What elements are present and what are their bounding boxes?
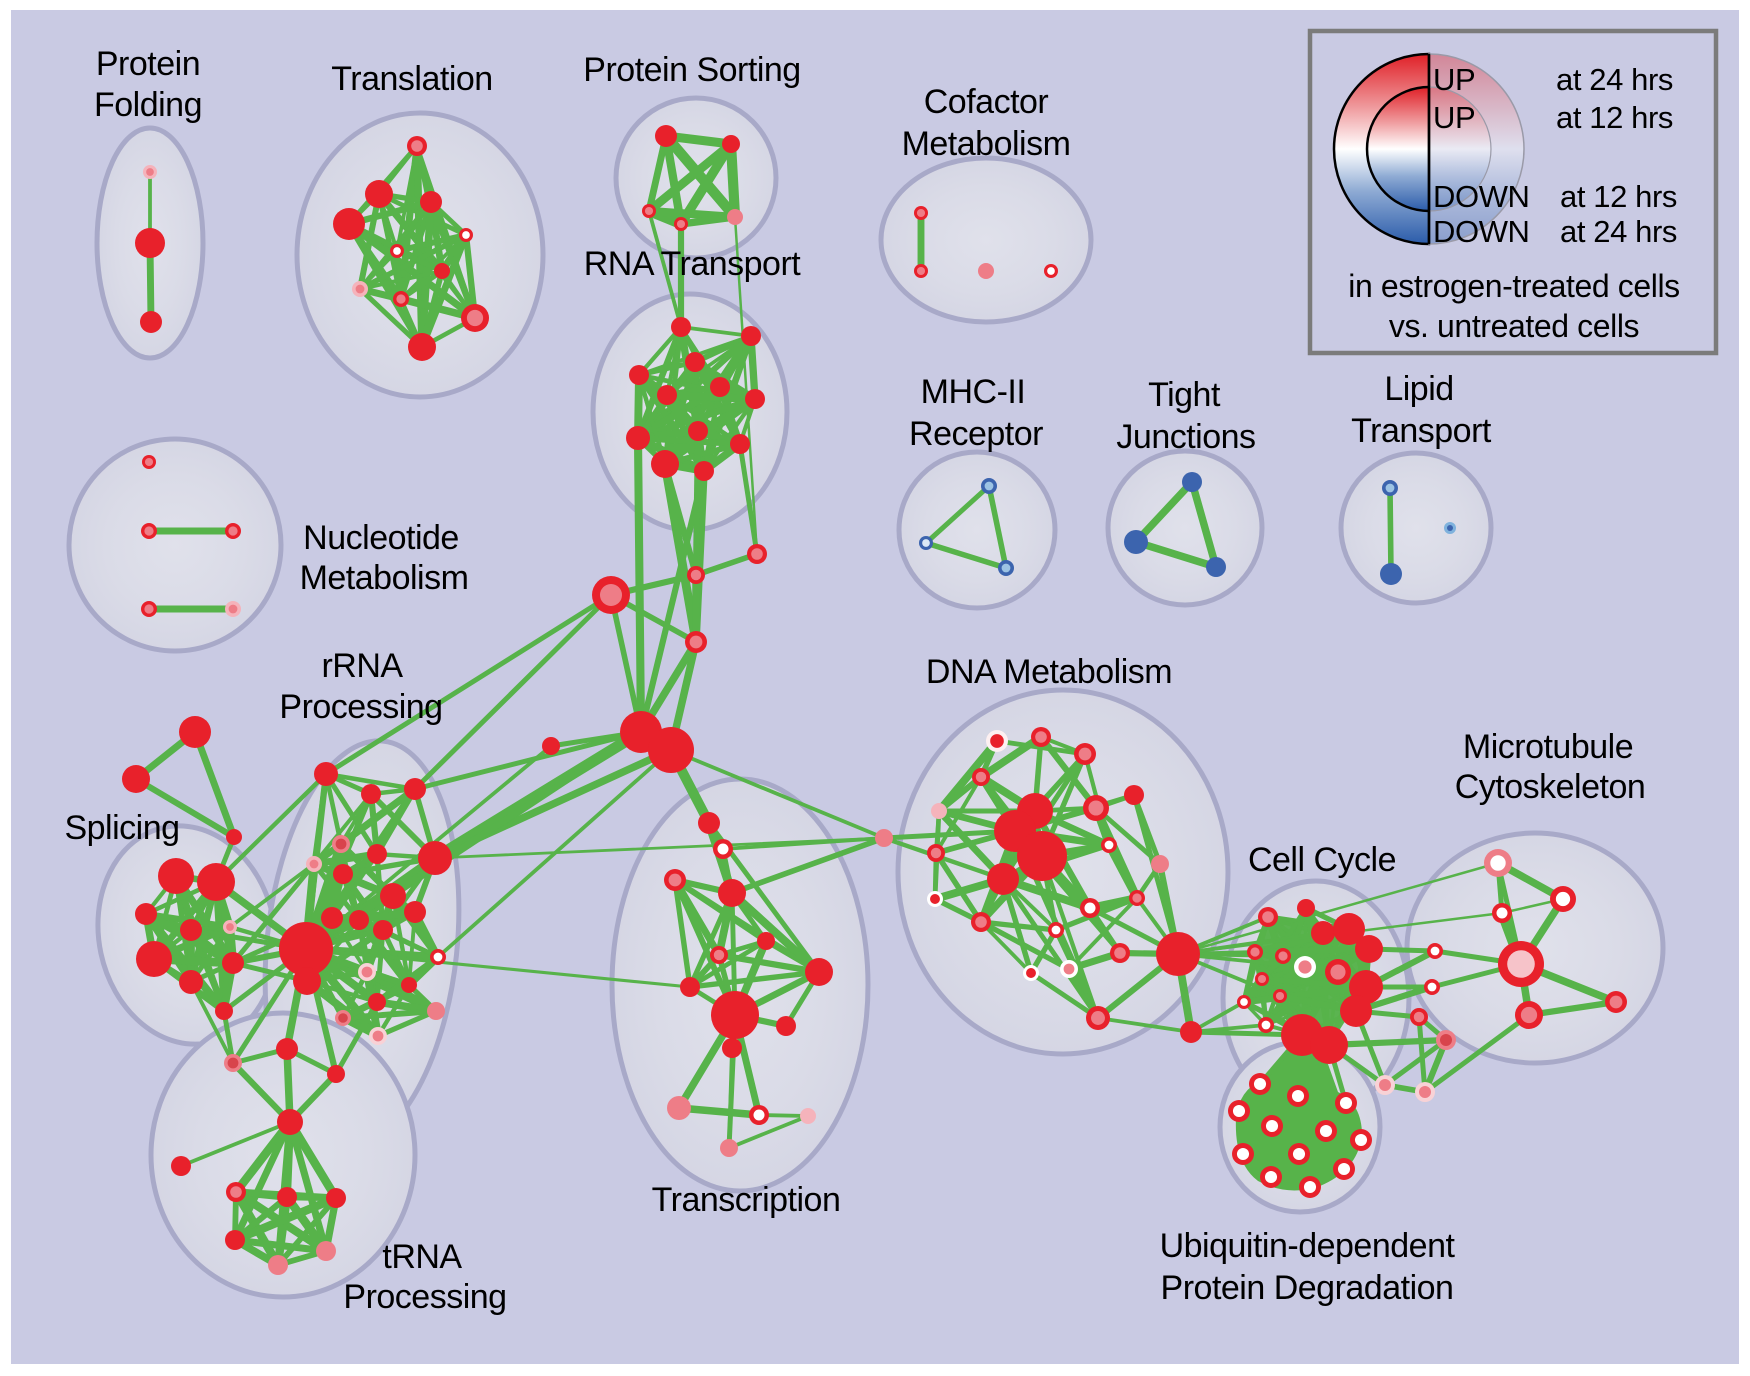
svg-text:at 24 hrs: at 24 hrs: [1556, 62, 1673, 97]
svg-text:Cytoskeleton: Cytoskeleton: [1455, 768, 1646, 806]
svg-text:at 12 hrs: at 12 hrs: [1560, 179, 1677, 214]
svg-text:rRNA: rRNA: [321, 647, 403, 685]
svg-text:DNA Metabolism: DNA Metabolism: [926, 653, 1172, 691]
svg-text:Ubiquitin-dependent: Ubiquitin-dependent: [1160, 1227, 1456, 1265]
svg-text:in estrogen-treated cells: in estrogen-treated cells: [1348, 268, 1680, 304]
svg-text:Processing: Processing: [279, 688, 442, 726]
svg-text:Folding: Folding: [94, 86, 202, 124]
svg-text:Transcription: Transcription: [652, 1181, 841, 1219]
svg-text:Metabolism: Metabolism: [300, 559, 469, 597]
svg-text:tRNA: tRNA: [382, 1238, 462, 1276]
svg-text:Translation: Translation: [331, 60, 492, 98]
svg-text:Receptor: Receptor: [909, 415, 1043, 453]
svg-text:at 24 hrs: at 24 hrs: [1560, 214, 1677, 249]
svg-text:RNA Transport: RNA Transport: [584, 245, 802, 283]
svg-text:Tight: Tight: [1148, 376, 1221, 414]
svg-text:vs. untreated cells: vs. untreated cells: [1389, 308, 1639, 344]
svg-text:Protein Sorting: Protein Sorting: [583, 51, 800, 89]
svg-text:Protein Degradation: Protein Degradation: [1161, 1269, 1454, 1307]
svg-text:at 12 hrs: at 12 hrs: [1556, 100, 1673, 135]
svg-text:Microtubule: Microtubule: [1463, 728, 1633, 766]
svg-text:Protein: Protein: [96, 45, 200, 83]
svg-text:Cofactor: Cofactor: [924, 83, 1049, 121]
svg-text:Splicing: Splicing: [64, 809, 179, 847]
svg-text:Transport: Transport: [1351, 412, 1492, 450]
svg-text:DOWN: DOWN: [1433, 214, 1530, 249]
svg-text:MHC-II: MHC-II: [921, 373, 1026, 411]
svg-text:UP: UP: [1433, 62, 1475, 97]
svg-text:Processing: Processing: [343, 1278, 506, 1316]
svg-text:Junctions: Junctions: [1116, 418, 1255, 456]
svg-text:Metabolism: Metabolism: [902, 125, 1071, 163]
svg-text:DOWN: DOWN: [1433, 179, 1530, 214]
svg-text:UP: UP: [1433, 100, 1475, 135]
svg-text:Lipid: Lipid: [1384, 370, 1453, 408]
svg-text:Cell Cycle: Cell Cycle: [1248, 841, 1396, 879]
svg-text:Nucleotide: Nucleotide: [303, 519, 459, 557]
